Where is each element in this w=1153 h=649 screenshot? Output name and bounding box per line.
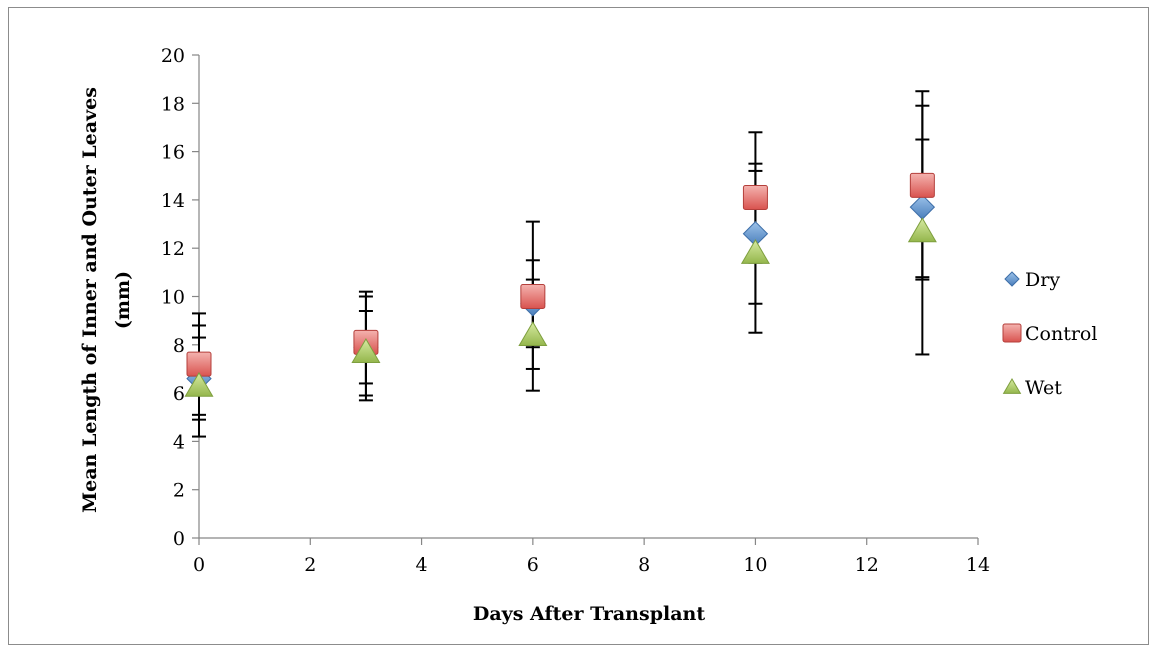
y-tick-label: 18 bbox=[161, 93, 185, 115]
data-point-control bbox=[742, 184, 768, 210]
y-tick-label: 6 bbox=[173, 383, 185, 405]
data-point-wet bbox=[907, 217, 937, 243]
y-tick-label: 2 bbox=[173, 480, 185, 502]
scatter-chart: 0 2 4 6 8 10 12 14 16 18 20 0 2 4 6 8 10 12 14 Dry Control W… bbox=[79, 45, 1097, 625]
data-point-wet bbox=[518, 321, 548, 347]
legend-label: Control bbox=[1025, 323, 1097, 345]
y-tick-label: 16 bbox=[161, 142, 185, 164]
x-tick-label: 10 bbox=[743, 554, 767, 576]
data-point-control bbox=[909, 172, 935, 198]
x-tick-label: 6 bbox=[527, 554, 539, 576]
legend-item-wet: Wet bbox=[1002, 377, 1062, 399]
legend-label: Dry bbox=[1025, 269, 1060, 291]
y-axis-title-line-2: (mm) bbox=[112, 271, 134, 329]
y-axis-title: Mean Length of Inner and Outer Leaves (m… bbox=[79, 87, 134, 513]
axes: 0 2 4 6 8 10 12 14 16 18 20 0 2 4 6 8 10 12 14 bbox=[161, 45, 990, 576]
y-tick-label: 4 bbox=[173, 431, 185, 453]
y-tick-label: 10 bbox=[161, 287, 185, 309]
data-markers bbox=[184, 172, 937, 397]
x-tick-label: 14 bbox=[966, 554, 990, 576]
legend: Dry Control Wet bbox=[1002, 269, 1097, 399]
legend-marker-dry bbox=[1004, 271, 1020, 287]
legend-label: Wet bbox=[1025, 377, 1062, 399]
x-axis-title: Days After Transplant bbox=[473, 603, 705, 625]
x-tick-label: 0 bbox=[193, 554, 205, 576]
legend-marker-wet bbox=[1002, 378, 1022, 394]
y-tick-label: 14 bbox=[161, 190, 185, 212]
legend-item-dry: Dry bbox=[1004, 269, 1060, 291]
y-tick-label: 8 bbox=[173, 335, 185, 357]
legend-item-control: Control bbox=[1002, 323, 1097, 345]
data-point-control bbox=[520, 284, 546, 309]
x-tick-label: 12 bbox=[855, 554, 879, 576]
y-axis-title-line-1: Mean Length of Inner and Outer Leaves bbox=[79, 87, 101, 513]
data-point-wet bbox=[184, 371, 214, 397]
x-tick-label: 4 bbox=[416, 554, 428, 576]
error-bars bbox=[192, 90, 930, 438]
data-point-wet bbox=[740, 239, 770, 264]
y-tick-label: 20 bbox=[161, 45, 185, 67]
data-point-dry bbox=[909, 194, 936, 220]
x-tick-label: 2 bbox=[304, 554, 316, 576]
y-tick-label: 12 bbox=[161, 238, 185, 260]
y-tick-label: 0 bbox=[173, 528, 185, 550]
legend-marker-control bbox=[1002, 323, 1022, 343]
x-tick-label: 8 bbox=[638, 554, 650, 576]
data-point-wet bbox=[351, 338, 381, 363]
chart-frame: 0 2 4 6 8 10 12 14 16 18 20 0 2 4 6 8 10 12 14 Dry Control W… bbox=[8, 7, 1149, 645]
